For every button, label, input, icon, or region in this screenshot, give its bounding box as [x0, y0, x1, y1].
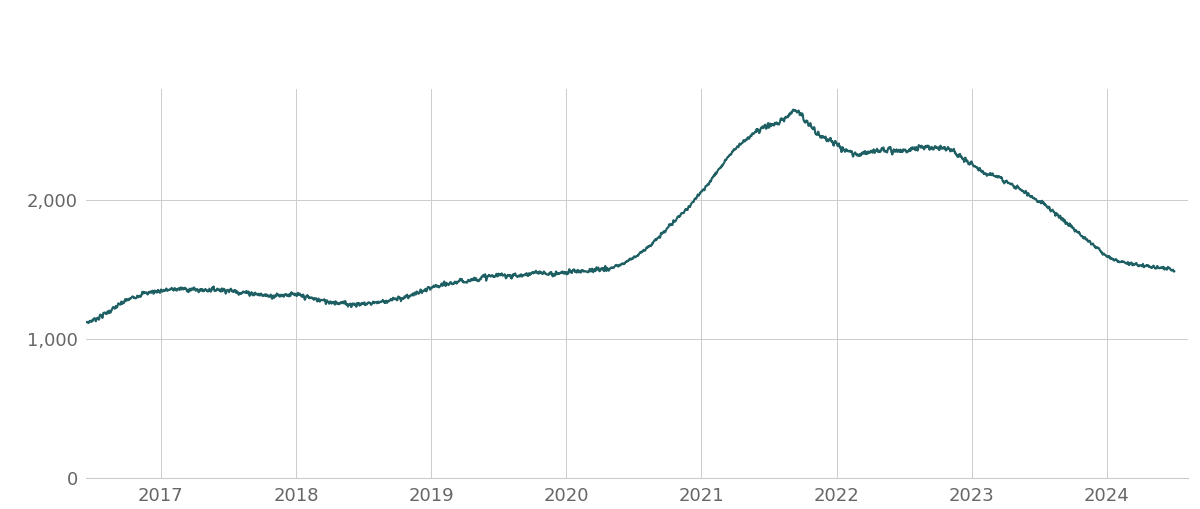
- Text: Rolling Shooting Victims Over 365 Days: Rolling Shooting Victims Over 365 Days: [298, 25, 902, 54]
